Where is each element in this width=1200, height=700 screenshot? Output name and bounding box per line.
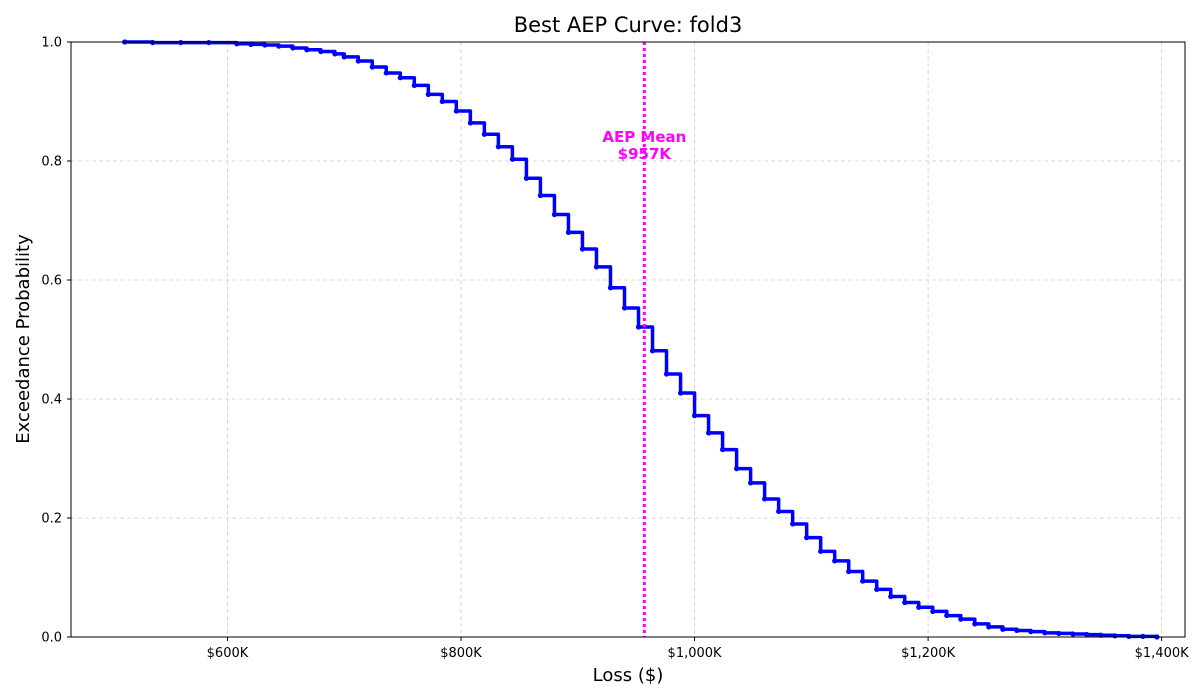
x-tick-label: $1,000K [668, 646, 722, 661]
aep-curve-point [846, 568, 852, 575]
aep-curve-point [621, 305, 628, 311]
aep-curve-point [565, 229, 572, 235]
aep-curve-point [902, 599, 908, 606]
aep-curve-point [972, 621, 978, 627]
aep-curve-point [439, 98, 445, 105]
chart-title: Best AEP Curve: fold3 [514, 13, 743, 37]
aep-curve-point [332, 51, 338, 57]
aep-curve-point [1084, 632, 1090, 638]
aep-curve-point [986, 624, 992, 630]
y-tick-label: 0.4 [41, 393, 62, 408]
aep-curve-point [481, 131, 487, 137]
aep-curve-point [649, 348, 656, 354]
aep-curve-point [150, 39, 156, 46]
aep-curve-point [276, 43, 282, 49]
aep-curve-point [916, 604, 922, 610]
aep-curve-point [1140, 633, 1146, 640]
aep-curve-point [1112, 633, 1118, 639]
y-tick-label: 1.0 [41, 36, 62, 51]
y-tick-label: 0.0 [41, 631, 62, 646]
aep-curve-point [790, 521, 796, 527]
y-axis-label: Exceedance Probability [13, 234, 34, 444]
aep-curve-point [453, 108, 459, 114]
plot-frame [70, 41, 1186, 638]
aep-curve-point [705, 430, 712, 436]
aep-curve-point [304, 47, 310, 53]
aep-curve-point [1014, 627, 1020, 634]
aep-curve-point [290, 45, 296, 51]
aep-curve-point [677, 390, 684, 396]
aep-curve-point [579, 246, 586, 252]
aep-curve-point [635, 324, 642, 330]
aep-curve-point [958, 616, 964, 622]
aep-curve-point [860, 578, 866, 584]
y-tick-label: 0.8 [41, 155, 62, 170]
aep-curve-point [930, 608, 936, 615]
x-tick-label: $1,400K [1135, 646, 1189, 661]
x-axis-label: Loss ($) [593, 665, 664, 686]
annotation-layer: AEP Mean$957K [602, 42, 686, 637]
aep-curve-point [467, 120, 473, 126]
aep-curve-point [318, 48, 324, 55]
aep-curve-point [369, 64, 375, 70]
aep-curve-point [178, 39, 184, 46]
aep-curve-point [425, 91, 431, 97]
aep-curve-point [776, 508, 782, 515]
aep-curve-point [944, 612, 950, 619]
aep-curve-point [607, 285, 614, 291]
aep-curve-point [593, 264, 600, 270]
x-tick-label: $1,200K [901, 646, 955, 661]
aep-curve-point [748, 480, 754, 486]
aep-curve-point [691, 413, 698, 419]
aep-mean-label: AEP Mean [602, 128, 686, 146]
aep-curve-point [206, 39, 212, 46]
aep-curve-point [248, 41, 254, 47]
y-axis-ticks: 0.0 0.2 0.4 0.6 0.8 1.0 [41, 36, 71, 646]
aep-curve-point [1042, 630, 1048, 636]
aep-curve-point [537, 192, 544, 199]
aep-curve-point [383, 70, 389, 76]
x-axis-ticks: $600K $800K $1,000K $1,200K $1,400K [207, 637, 1189, 661]
aep-curve-point [818, 548, 824, 554]
aep-curve-point [397, 75, 403, 81]
aep-curve-point [1028, 629, 1034, 635]
aep-curve-point [1056, 630, 1062, 637]
aep-curve-point [1126, 633, 1132, 640]
aep-curve-point [551, 211, 558, 218]
aep-curve-point [888, 593, 894, 600]
aep-curve-point [719, 446, 726, 453]
grid-lines [71, 42, 1185, 637]
aep-curve-point [523, 175, 530, 181]
aep-curve-point [495, 144, 501, 150]
aep-curve-point [663, 371, 670, 377]
aep-curve-point [355, 58, 361, 64]
series-layer [122, 39, 1160, 640]
aep-curve-point [509, 156, 515, 162]
y-tick-label: 0.2 [41, 512, 62, 527]
aep-mean-value: $957K [618, 145, 673, 163]
aep-curve-point [804, 535, 810, 541]
aep-curve-point [341, 54, 347, 60]
aep-curve-point [733, 466, 740, 472]
aep-curve-point [1000, 626, 1006, 632]
x-tick-label: $800K [440, 646, 482, 661]
y-tick-label: 0.6 [41, 274, 62, 289]
aep-curve-point [262, 42, 268, 48]
aep-curve-point [411, 82, 417, 89]
aep-curve-point [1070, 631, 1076, 637]
aep-curve-point [832, 558, 838, 564]
aep-curve-point [874, 586, 880, 593]
x-tick-label: $600K [207, 646, 249, 661]
aep-curve-point [762, 496, 768, 502]
